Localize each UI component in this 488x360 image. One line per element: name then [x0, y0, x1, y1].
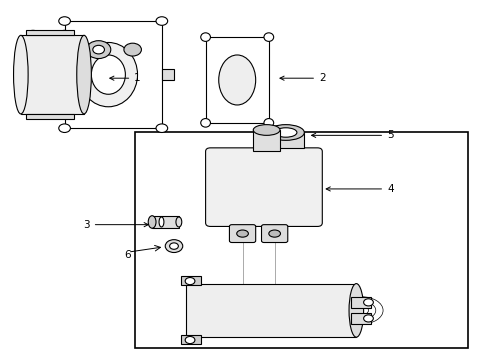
Text: 4: 4 — [325, 184, 393, 194]
Ellipse shape — [61, 114, 68, 119]
Text: 5: 5 — [311, 130, 393, 140]
Ellipse shape — [264, 33, 273, 41]
Ellipse shape — [86, 41, 111, 59]
Bar — [21, 35, 84, 114]
Text: 6: 6 — [124, 250, 131, 260]
Ellipse shape — [264, 118, 273, 127]
Ellipse shape — [148, 216, 156, 228]
Ellipse shape — [268, 230, 280, 237]
Ellipse shape — [218, 55, 255, 105]
Text: 2: 2 — [280, 73, 325, 83]
Bar — [267, 132, 304, 148]
Ellipse shape — [59, 17, 70, 25]
Ellipse shape — [267, 125, 304, 140]
Ellipse shape — [236, 230, 248, 237]
Ellipse shape — [123, 43, 141, 56]
Ellipse shape — [156, 124, 167, 132]
Ellipse shape — [79, 42, 137, 107]
Ellipse shape — [29, 30, 37, 35]
Ellipse shape — [176, 217, 182, 227]
Ellipse shape — [159, 217, 163, 227]
Ellipse shape — [363, 299, 372, 306]
Bar — [26, 114, 74, 119]
Ellipse shape — [201, 118, 210, 127]
Bar — [181, 276, 201, 285]
Ellipse shape — [201, 33, 210, 41]
Bar — [135, 132, 467, 348]
Ellipse shape — [348, 284, 363, 337]
Bar — [205, 37, 268, 123]
Bar — [351, 297, 370, 308]
Ellipse shape — [59, 124, 70, 132]
Text: 1: 1 — [110, 73, 141, 83]
Ellipse shape — [185, 278, 195, 285]
Ellipse shape — [61, 30, 68, 35]
Ellipse shape — [185, 337, 195, 343]
Bar — [162, 69, 174, 80]
Bar — [253, 130, 280, 152]
Ellipse shape — [29, 114, 37, 119]
Ellipse shape — [156, 17, 167, 25]
FancyBboxPatch shape — [205, 148, 322, 226]
Bar — [351, 313, 370, 324]
Bar — [186, 284, 356, 337]
Ellipse shape — [165, 240, 183, 252]
Bar — [64, 21, 162, 128]
Bar — [181, 336, 201, 344]
Ellipse shape — [91, 55, 125, 94]
Ellipse shape — [363, 315, 372, 322]
Text: 3: 3 — [83, 220, 148, 230]
Ellipse shape — [169, 243, 178, 249]
Bar — [152, 216, 179, 228]
Ellipse shape — [93, 45, 104, 54]
FancyBboxPatch shape — [229, 225, 255, 243]
Ellipse shape — [253, 125, 280, 135]
Bar — [26, 30, 74, 35]
Ellipse shape — [14, 35, 28, 114]
Ellipse shape — [274, 128, 296, 137]
Ellipse shape — [77, 35, 91, 114]
FancyBboxPatch shape — [261, 225, 287, 243]
